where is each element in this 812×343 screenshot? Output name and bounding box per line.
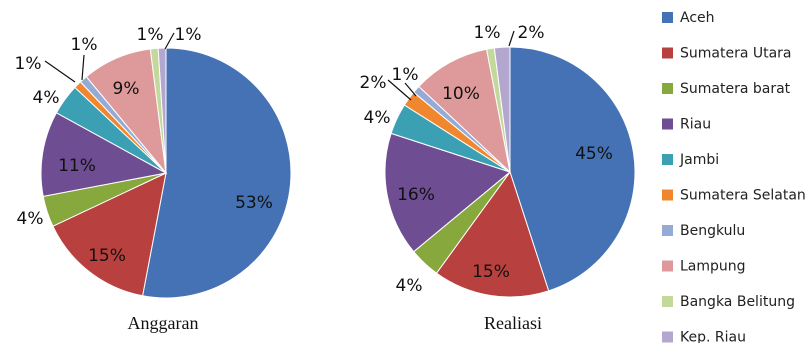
data-label-lampung: 10% [442, 84, 480, 104]
legend-swatch-lampung [662, 260, 673, 272]
pie-slice-aceh [141, 47, 292, 299]
pie-chart-anggaran: 53% 15% 4% 11% 4% 1% 1% 9% 1% 1% [15, 25, 292, 299]
legend-label-sumatera-selatan: Sumatera Selatan [680, 188, 806, 204]
legend-swatch-sumatera-selatan [662, 189, 673, 201]
data-label-sumatera-barat: 4% [396, 276, 423, 296]
caption-realiasi: Realiasi [484, 313, 542, 333]
data-label-sumatera-utara: 15% [472, 262, 510, 282]
legend-swatch-riau [662, 118, 673, 130]
pie-slice-riau [384, 132, 512, 253]
pie-slice-aceh [509, 46, 636, 292]
data-label-sumatera-barat: 4% [17, 209, 44, 229]
pie-slice-kep-riau [493, 46, 511, 173]
pie-chart-realiasi: 45%15%4%16%4%2% 1%10%1% 2% [360, 23, 636, 298]
legend-label-jambi: Jambi [679, 152, 719, 168]
data-label-sumatera-selatan: 2% [360, 73, 387, 93]
legend-label-lampung: Lampung [680, 259, 746, 275]
data-label-sumatera-selatan: 1% [15, 54, 42, 74]
data-label-riau: 16% [397, 185, 435, 205]
data-label-aceh: 45% [575, 144, 613, 164]
legend-swatch-sumatera-barat [662, 83, 673, 94]
legend-label-riau: Riau [680, 117, 711, 133]
legend-label-sumatera-barat: Sumatera barat [680, 81, 791, 97]
pie-slice-sumatera-utara [435, 170, 550, 298]
legend-label-kep-riau: Kep. Riau [680, 330, 746, 343]
legend-swatch-kep-riau [662, 331, 673, 343]
legend-swatch-sumatera-utara [662, 47, 673, 59]
data-label-bangka-belitung: 1% [137, 25, 164, 45]
legend-swatch-bengkulu [662, 225, 673, 236]
caption-anggaran: Anggaran [128, 313, 199, 333]
leader-line [81, 54, 85, 81]
data-label-jambi: 4% [33, 88, 60, 108]
data-label-kep-riau: 2% [518, 23, 545, 43]
data-label-kep-riau: 1% [175, 25, 202, 45]
leader-line [404, 82, 417, 97]
pie-slice-lampung [418, 48, 511, 174]
data-label-sumatera-utara: 15% [88, 246, 126, 266]
legend-label-sumatera-utara: Sumatera Utara [680, 46, 792, 62]
legend-swatch-jambi [662, 154, 673, 165]
data-label-lampung: 9% [113, 79, 140, 99]
leader-line [164, 32, 175, 50]
legend-swatch-bangka-belitung [662, 296, 673, 307]
data-label-riau: 11% [58, 156, 96, 176]
legend-label-bengkulu: Bengkulu [680, 223, 745, 239]
pie-slice-riau [40, 112, 168, 198]
legend-swatch-aceh [662, 12, 673, 23]
legend-label-bangka-belitung: Bangka Belitung [680, 294, 795, 310]
legend: Aceh Sumatera Utara Sumatera barat Riau Jamb… [662, 10, 806, 343]
leader-line [387, 79, 412, 101]
pie-slice-sumatera-utara [52, 172, 167, 297]
leader-line [44, 60, 76, 83]
leader-line [508, 30, 515, 47]
legend-label-aceh: Aceh [680, 10, 715, 26]
data-label-bengkulu: 1% [71, 35, 98, 55]
data-label-bengkulu: 1% [392, 65, 419, 85]
data-label-bangka-belitung: 1% [474, 23, 501, 43]
data-label-aceh: 53% [235, 193, 273, 213]
data-label-jambi: 4% [364, 108, 391, 128]
